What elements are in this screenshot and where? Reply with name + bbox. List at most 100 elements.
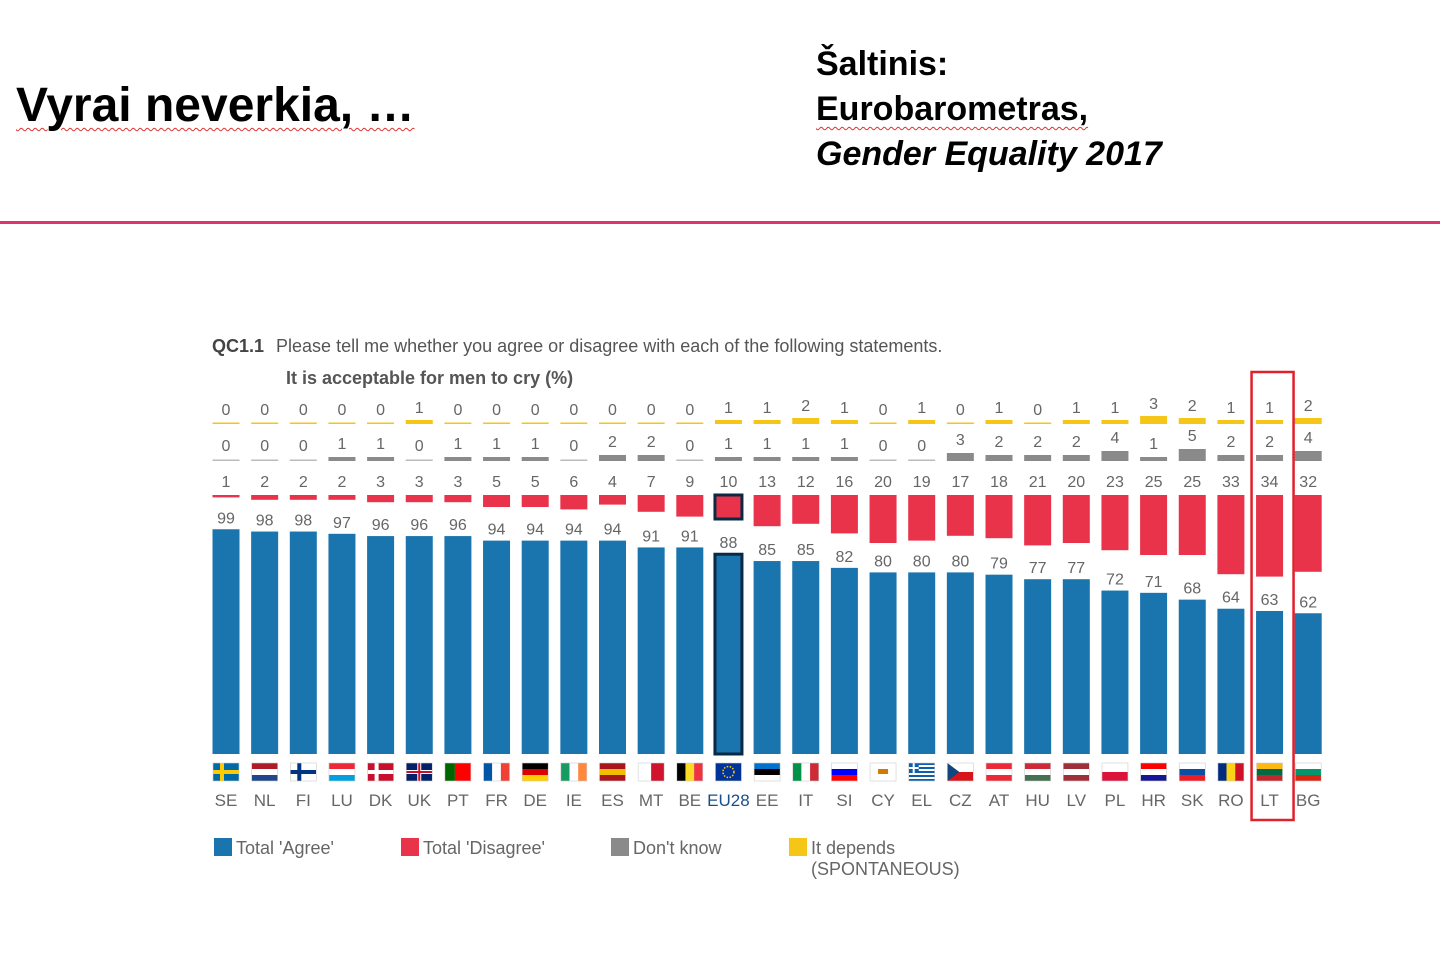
- label-disagree-lu: 2: [337, 474, 346, 491]
- label-itdepends-lv: 1: [1072, 400, 1081, 417]
- bar-itdepends-uk: [405, 420, 433, 424]
- label-disagree-be: 9: [685, 474, 694, 491]
- bar-disagree-pt: [444, 495, 472, 503]
- category-label-cz: CZ: [949, 791, 972, 810]
- bar-dontknow-eu28: [714, 457, 742, 461]
- label-itdepends-el: 1: [917, 400, 926, 417]
- category-label-mt: MT: [639, 791, 664, 810]
- bar-itdepends-lt: [1256, 420, 1284, 424]
- bar-itdepends-ee: [753, 420, 781, 424]
- flag-bg-icon: [1294, 762, 1322, 782]
- flag-fi-icon: [289, 762, 317, 782]
- source-name: Eurobarometras,: [816, 90, 1089, 128]
- bar-dontknow-cz: [946, 453, 974, 461]
- bar-disagree-se: [212, 495, 240, 498]
- bar-disagree-hu: [1024, 495, 1052, 546]
- legend-swatch-it-depends: [789, 838, 807, 856]
- category-label-hr: HR: [1141, 791, 1166, 810]
- flag-ie-icon: [560, 762, 588, 782]
- label-disagree-bg: 32: [1299, 474, 1317, 491]
- label-dontknow-mt: 2: [647, 434, 656, 451]
- label-agree-dk: 96: [372, 517, 390, 534]
- flag-hu-icon: [1024, 762, 1051, 782]
- flag-es-icon: [599, 762, 626, 782]
- label-dontknow-eu28: 1: [724, 436, 733, 453]
- label-dontknow-pt: 1: [453, 436, 462, 453]
- category-label-de: DE: [523, 791, 547, 810]
- category-label-hu: HU: [1025, 791, 1050, 810]
- label-itdepends-si: 1: [840, 400, 849, 417]
- bar-itdepends-sk: [1178, 418, 1206, 424]
- bar-disagree-ie: [560, 495, 588, 510]
- legend-it-depends: It depends (SPONTANEOUS): [789, 838, 960, 880]
- bar-disagree-mt: [637, 495, 665, 512]
- flag-ro-icon: [1217, 762, 1245, 782]
- legend-swatch-disagree: [401, 838, 419, 856]
- label-disagree-de: 5: [531, 474, 540, 491]
- label-dontknow-hr: 1: [1149, 436, 1158, 453]
- bar-agree-it: [792, 561, 820, 754]
- category-label-sk: SK: [1181, 791, 1204, 810]
- label-itdepends-hr: 3: [1149, 396, 1158, 413]
- bar-itdepends-si: [830, 420, 858, 424]
- flag-ee-icon: [753, 762, 781, 782]
- bar-itdepends-lv: [1062, 420, 1090, 424]
- label-agree-fi: 98: [294, 513, 312, 530]
- bar-agree-lt: [1256, 610, 1284, 754]
- bar-disagree-at: [985, 495, 1013, 539]
- label-agree-de: 94: [526, 522, 544, 539]
- label-disagree-el: 19: [913, 474, 931, 491]
- category-label-lt: LT: [1260, 791, 1279, 810]
- label-dontknow-hu: 2: [1033, 434, 1042, 451]
- label-agree-ie: 94: [565, 522, 583, 539]
- label-agree-at: 79: [990, 556, 1008, 573]
- bar-dontknow-pl: [1101, 451, 1129, 461]
- category-label-be: BE: [678, 791, 701, 810]
- label-itdepends-hu: 0: [1033, 402, 1042, 419]
- label-disagree-fi: 2: [299, 474, 308, 491]
- category-label-el: EL: [911, 791, 932, 810]
- bar-itdepends-at: [985, 420, 1013, 424]
- bar-dontknow-hu: [1024, 455, 1052, 461]
- bar-disagree-lv: [1062, 495, 1090, 543]
- bar-itdepends-hu: [1024, 422, 1052, 424]
- bar-disagree-sk: [1178, 495, 1206, 555]
- bar-dontknow-dk: [367, 457, 395, 461]
- label-disagree-it: 12: [797, 474, 815, 491]
- bar-agree-pl: [1101, 590, 1129, 754]
- bar-itdepends-it: [792, 418, 820, 424]
- label-agree-ro: 64: [1222, 590, 1240, 607]
- label-dontknow-se: 0: [222, 438, 231, 455]
- bar-agree-ro: [1217, 608, 1245, 754]
- bar-agree-uk: [405, 536, 433, 754]
- label-agree-pt: 96: [449, 517, 467, 534]
- bar-itdepends-de: [521, 422, 549, 424]
- label-itdepends-eu28: 1: [724, 400, 733, 417]
- flag-cz-icon: [947, 762, 974, 782]
- label-itdepends-dk: 0: [376, 402, 385, 419]
- label-dontknow-at: 2: [995, 434, 1004, 451]
- bar-disagree-cz: [946, 495, 974, 536]
- category-label-it: IT: [798, 791, 813, 810]
- bar-agree-fi: [289, 531, 317, 754]
- bar-agree-lu: [328, 533, 356, 754]
- bar-agree-lv: [1062, 579, 1090, 754]
- category-label-es: ES: [601, 791, 624, 810]
- label-dontknow-dk: 1: [376, 436, 385, 453]
- label-agree-cz: 80: [951, 553, 969, 570]
- flag-se-icon: [212, 762, 240, 782]
- label-itdepends-de: 0: [531, 402, 540, 419]
- category-label-se: SE: [215, 791, 238, 810]
- bar-itdepends-mt: [637, 422, 665, 424]
- bar-dontknow-hr: [1140, 457, 1168, 461]
- bar-itdepends-fi: [289, 422, 317, 424]
- bar-agree-de: [521, 540, 549, 754]
- label-disagree-mt: 7: [647, 474, 656, 491]
- category-label-si: SI: [836, 791, 852, 810]
- source-block: Šaltinis: Eurobarometras, Gender Equalit…: [816, 42, 1162, 177]
- label-dontknow-lt: 2: [1265, 434, 1274, 451]
- label-itdepends-ro: 1: [1226, 400, 1235, 417]
- label-itdepends-sk: 2: [1188, 398, 1197, 415]
- label-itdepends-pt: 0: [453, 402, 462, 419]
- bar-agree-be: [676, 547, 704, 754]
